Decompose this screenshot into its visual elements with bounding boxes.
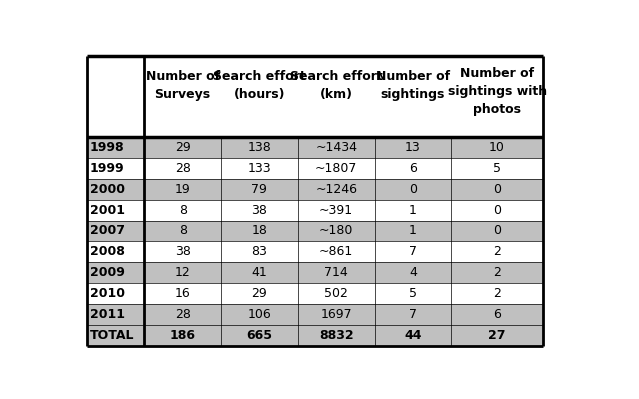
Text: 133: 133 [247,162,271,175]
Text: 0: 0 [409,183,417,196]
Bar [88,262,543,283]
Text: 8: 8 [179,203,187,217]
Text: 29: 29 [252,287,267,300]
Text: Number of: Number of [376,70,450,83]
Text: 28: 28 [174,308,190,321]
Text: sightings with: sightings with [447,85,547,98]
Text: 10: 10 [489,141,505,154]
Text: 28: 28 [174,162,190,175]
Text: 16: 16 [174,287,190,300]
Bar [88,158,543,179]
Text: Number of: Number of [460,67,534,80]
Text: 502: 502 [324,287,348,300]
Text: 2000: 2000 [89,183,125,196]
Text: 665: 665 [247,329,272,342]
Text: 2011: 2011 [89,308,125,321]
Text: sightings: sightings [381,88,445,101]
Text: 5: 5 [409,287,417,300]
Text: 2010: 2010 [89,287,125,300]
Bar [88,325,543,346]
Text: 2008: 2008 [89,245,125,259]
Text: 106: 106 [247,308,272,321]
Bar [88,137,543,158]
Text: 27: 27 [488,329,506,342]
Text: 2009: 2009 [89,266,125,279]
Text: 6: 6 [409,162,417,175]
Bar [88,221,543,241]
Text: 7: 7 [409,308,417,321]
Text: 138: 138 [247,141,272,154]
Text: 44: 44 [404,329,422,342]
Text: 6: 6 [493,308,501,321]
Text: ~1246: ~1246 [315,183,357,196]
Bar [88,241,543,262]
Text: 7: 7 [409,245,417,259]
Text: 41: 41 [252,266,267,279]
Bar [88,304,543,325]
Text: Surveys: Surveys [155,88,211,101]
Text: Number of: Number of [146,70,220,83]
Text: ~180: ~180 [319,225,353,237]
Text: 714: 714 [324,266,348,279]
Bar [88,179,543,200]
Text: 2: 2 [493,287,501,300]
Text: photos: photos [473,103,521,116]
Text: ~1434: ~1434 [315,141,357,154]
Text: 0: 0 [493,183,501,196]
Text: 1998: 1998 [89,141,125,154]
Text: TOTAL: TOTAL [89,329,134,342]
Text: 79: 79 [252,183,267,196]
Text: 38: 38 [252,203,267,217]
Bar [88,55,543,137]
Text: ~1807: ~1807 [315,162,357,175]
Text: 1697: 1697 [320,308,352,321]
Text: ~391: ~391 [319,203,353,217]
Bar [88,200,543,221]
Text: 29: 29 [174,141,190,154]
Text: 2: 2 [493,245,501,259]
Text: 0: 0 [493,225,501,237]
Text: (hours): (hours) [234,88,285,101]
Text: 0: 0 [493,203,501,217]
Text: (km): (km) [320,88,353,101]
Text: 8: 8 [179,225,187,237]
Text: 8832: 8832 [319,329,353,342]
Text: 4: 4 [409,266,417,279]
Text: 1: 1 [409,203,417,217]
Text: Search effort: Search effort [289,70,383,83]
Text: 2007: 2007 [89,225,125,237]
Text: 13: 13 [405,141,421,154]
Text: 1999: 1999 [89,162,125,175]
Text: 5: 5 [493,162,501,175]
Text: 1: 1 [409,225,417,237]
Text: 38: 38 [174,245,190,259]
Text: Search effort: Search effort [213,70,306,83]
Text: 2001: 2001 [89,203,125,217]
Text: ~861: ~861 [319,245,353,259]
Text: 19: 19 [174,183,190,196]
Text: 2: 2 [493,266,501,279]
Text: 186: 186 [169,329,196,342]
Text: 18: 18 [252,225,267,237]
Text: 83: 83 [252,245,267,259]
Bar [88,283,543,304]
Text: 12: 12 [174,266,190,279]
